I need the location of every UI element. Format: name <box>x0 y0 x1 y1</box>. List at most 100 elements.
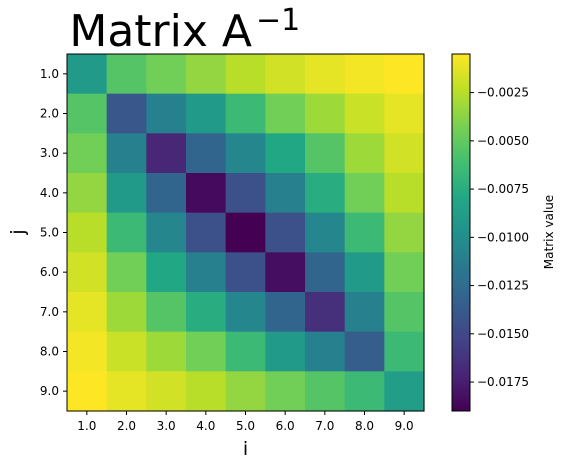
heatmap-cell <box>305 331 346 372</box>
heatmap-cell <box>146 292 187 333</box>
heatmap-cell <box>344 54 385 95</box>
heatmap-cell <box>344 212 385 253</box>
y-tick-label: 8.0 <box>40 345 59 359</box>
heatmap-cell <box>305 54 346 95</box>
chart-title-superscript: −1 <box>256 3 300 38</box>
heatmap-cell <box>384 371 425 412</box>
heatmap-cell <box>67 252 108 293</box>
heatmap-cell <box>265 371 306 412</box>
x-tick-label: 4.0 <box>196 419 215 433</box>
x-axis-ticks: 1.0 2.0 3.0 4.0 5.0 6.0 7.0 8.0 9.0 <box>77 411 414 433</box>
heatmap-cell <box>146 331 187 372</box>
heatmap-cell <box>265 292 306 333</box>
colorbar <box>452 54 470 411</box>
heatmap-cell <box>225 133 266 174</box>
heatmap-cell <box>186 173 227 214</box>
heatmap-cell <box>67 212 108 253</box>
heatmap-cell <box>305 133 346 174</box>
heatmap-cell <box>265 331 306 372</box>
heatmap-cell <box>384 292 425 333</box>
x-tick-label: 8.0 <box>355 419 374 433</box>
heatmap-cell <box>225 252 266 293</box>
colorbar-tick-label: −0.0050 <box>477 134 529 148</box>
heatmap-cell <box>106 173 147 214</box>
heatmap-cell <box>344 252 385 293</box>
colorbar-tick-label: −0.0100 <box>477 230 529 244</box>
colorbar-frame <box>451 53 471 412</box>
heatmap-cell <box>186 54 227 95</box>
heatmap-cell <box>225 292 266 333</box>
heatmap-cell <box>106 371 147 412</box>
heatmap-cell <box>67 331 108 372</box>
heatmap-cell <box>225 54 266 95</box>
heatmap-cell <box>146 133 187 174</box>
y-tick-label: 1.0 <box>40 67 59 81</box>
heatmap-cell <box>265 133 306 174</box>
y-tick-label: 9.0 <box>40 384 59 398</box>
heatmap-cell <box>146 54 187 95</box>
heatmap-cell <box>344 133 385 174</box>
heatmap-cell <box>186 292 227 333</box>
heatmap-cell <box>305 252 346 293</box>
y-tick-label: 4.0 <box>40 186 59 200</box>
x-tick-label: 6.0 <box>276 419 295 433</box>
heatmap-cell <box>106 133 147 174</box>
colorbar-label: Matrix value <box>542 195 556 269</box>
heatmap-cell <box>146 173 187 214</box>
colorbar-ticks: −0.0025 −0.0050 −0.0075 −0.0100 −0.0125 −0.01… <box>470 86 529 389</box>
heatmap-cell <box>265 93 306 134</box>
y-axis-ticks: 1.0 2.0 3.0 4.0 5.0 6.0 7.0 8.0 9.0 <box>40 67 67 398</box>
heatmap-cell <box>305 93 346 134</box>
heatmap-cell <box>67 133 108 174</box>
heatmap-cell <box>265 212 306 253</box>
heatmap-cell <box>384 133 425 174</box>
y-tick-label: 2.0 <box>40 107 59 121</box>
heatmap-cell <box>146 93 187 134</box>
heatmap-cell <box>225 93 266 134</box>
heatmap-cell <box>67 173 108 214</box>
heatmap-cell <box>106 93 147 134</box>
heatmap-cell <box>344 93 385 134</box>
heatmap-cell <box>305 292 346 333</box>
heatmap-cell <box>186 331 227 372</box>
heatmap-cell <box>384 93 425 134</box>
heatmap-cell <box>225 331 266 372</box>
heatmap-cell <box>106 331 147 372</box>
heatmap-cell <box>225 173 266 214</box>
heatmap-cell <box>384 212 425 253</box>
x-tick-label: 9.0 <box>395 419 414 433</box>
heatmap-cell <box>67 292 108 333</box>
heatmap-cell <box>384 331 425 372</box>
y-tick-label: 3.0 <box>40 146 59 160</box>
heatmap-cell <box>225 212 266 253</box>
heatmap-cell <box>305 173 346 214</box>
heatmap-cell <box>344 371 385 412</box>
heatmap-cell <box>146 212 187 253</box>
x-tick-label: 7.0 <box>315 419 334 433</box>
colorbar-tick-label: −0.0175 <box>477 375 529 389</box>
heatmap-cell <box>106 212 147 253</box>
x-tick-label: 5.0 <box>236 419 255 433</box>
heatmap-cell <box>67 371 108 412</box>
heatmap-cell <box>186 252 227 293</box>
heatmap-cell <box>106 252 147 293</box>
x-tick-label: 2.0 <box>117 419 136 433</box>
y-tick-label: 6.0 <box>40 265 59 279</box>
y-tick-label: 7.0 <box>40 305 59 319</box>
colorbar-tick-label: −0.0025 <box>477 86 529 100</box>
y-tick-label: 5.0 <box>40 226 59 240</box>
heatmap-cells <box>67 54 425 412</box>
heatmap-cell <box>67 54 108 95</box>
heatmap-cell <box>186 371 227 412</box>
heatmap-cell <box>265 252 306 293</box>
heatmap-cell <box>305 371 346 412</box>
x-axis-label: i <box>243 438 248 460</box>
heatmap-cell <box>305 212 346 253</box>
chart-title: Matrix A <box>69 6 252 57</box>
heatmap-cell <box>186 212 227 253</box>
heatmap-cell <box>384 173 425 214</box>
heatmap-cell <box>146 252 187 293</box>
heatmap-cell <box>106 54 147 95</box>
x-tick-label: 1.0 <box>77 419 96 433</box>
